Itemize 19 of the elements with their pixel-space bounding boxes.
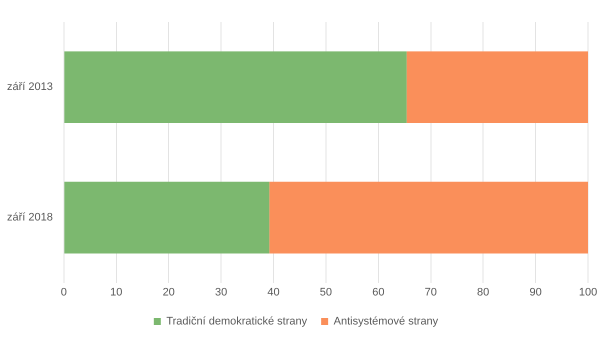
x-tick-label: 0: [60, 286, 67, 298]
bar: [64, 51, 407, 124]
bar: [64, 182, 270, 254]
y-tick-label: září 2018: [6, 212, 53, 224]
x-tick-label: 50: [320, 286, 332, 298]
x-tick-label: 30: [214, 286, 228, 298]
x-tick-label: 40: [267, 286, 280, 298]
x-tick-label: 70: [424, 286, 437, 298]
x-tick-label: 80: [477, 286, 490, 298]
y-tick-label: září 2013: [6, 81, 53, 94]
bar: [406, 51, 588, 124]
x-tick-label: 20: [162, 286, 175, 298]
x-tick-label: 100: [578, 286, 598, 298]
x-tick-label: 90: [529, 286, 542, 298]
legend-label: Tradiční demokratické strany: [166, 316, 308, 328]
x-tick-label: 10: [110, 286, 122, 298]
legend-label: Antisystémové strany: [334, 316, 439, 328]
bar: [269, 182, 588, 254]
x-tick-label: 60: [372, 286, 384, 298]
